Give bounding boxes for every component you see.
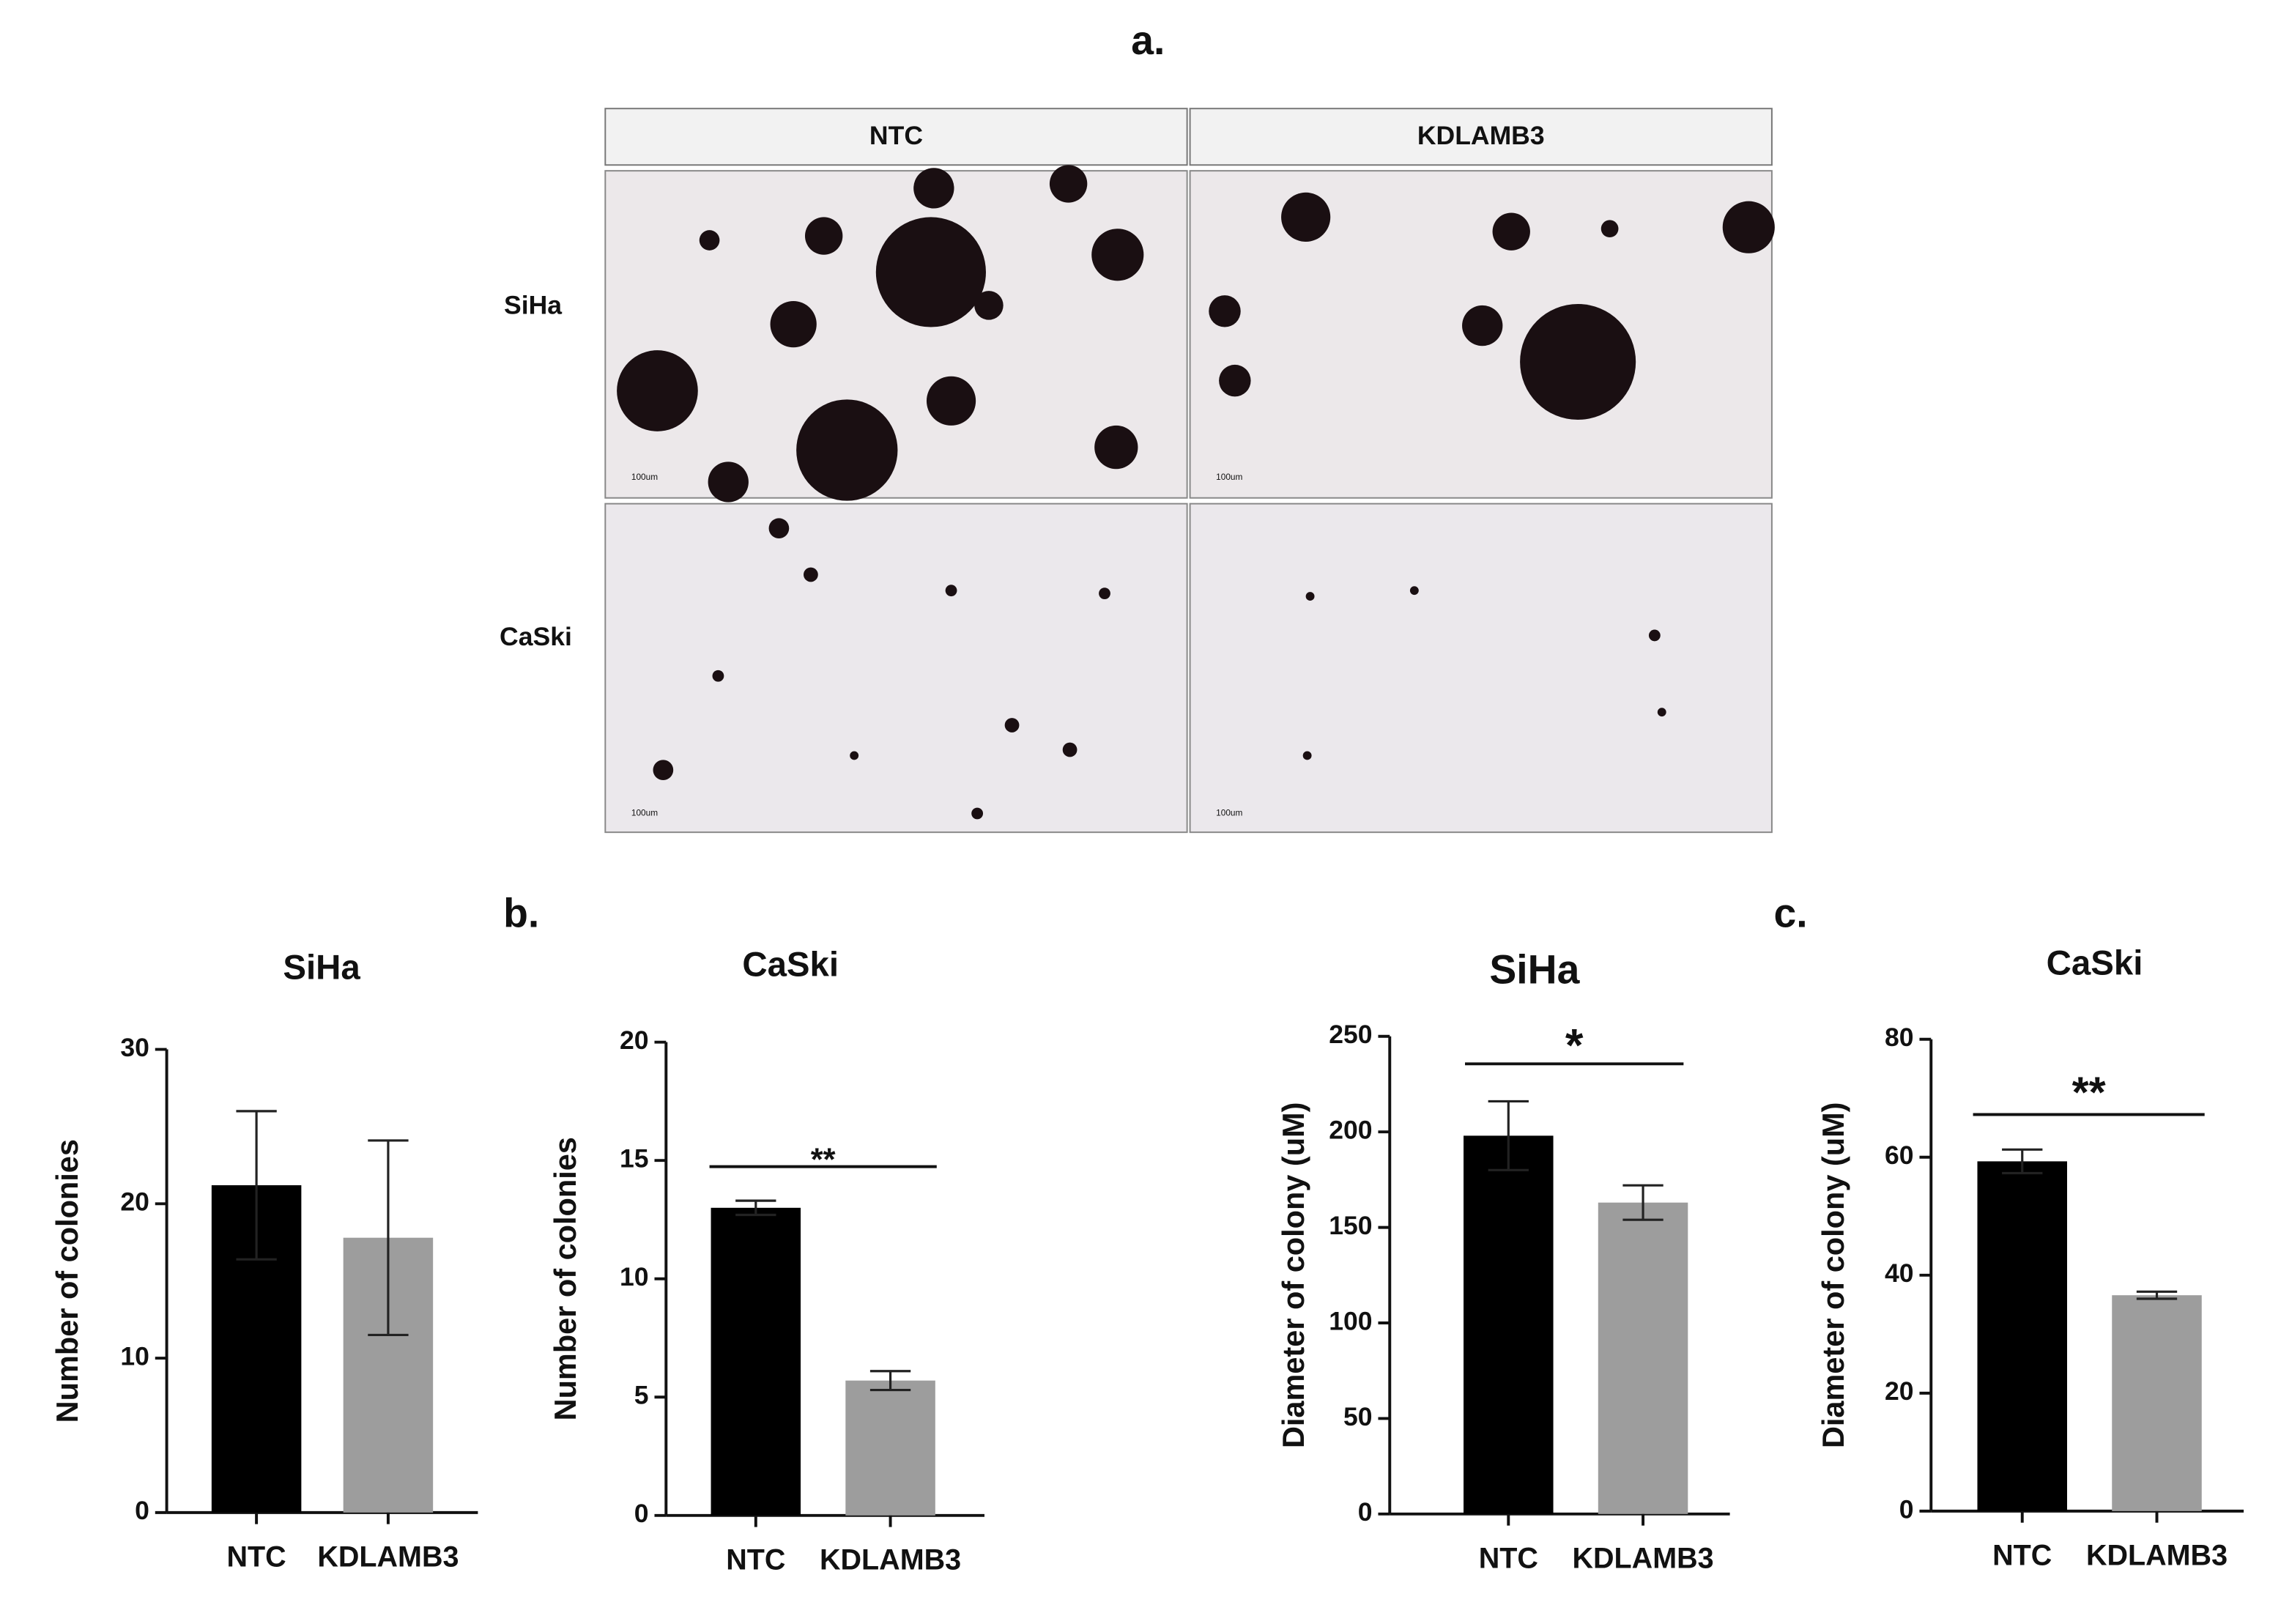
y-tick-label: 5 [634, 1381, 649, 1410]
micrograph [604, 165, 1188, 503]
bar [2112, 1295, 2202, 1511]
x-tick-label: NTC [726, 1543, 785, 1576]
y-axis-label: Number of colonies [548, 1137, 582, 1420]
y-tick-label: 0 [1358, 1497, 1373, 1527]
panel-label: b. [503, 890, 539, 935]
bar [1977, 1161, 2068, 1511]
micrograph [604, 503, 1188, 834]
y-tick-label: 50 [1343, 1402, 1373, 1431]
y-tick-label: 0 [634, 1499, 649, 1528]
y-tick-label: 20 [620, 1026, 649, 1055]
y-tick-label: 10 [620, 1262, 649, 1291]
micrograph [1189, 503, 1773, 834]
column-header-box [604, 108, 1188, 166]
y-axis-label: Number of colonies [50, 1139, 84, 1423]
chart-title: SiHa [283, 948, 360, 987]
y-tick-label: 20 [1885, 1376, 1914, 1406]
x-tick-label: KDLAMB3 [820, 1543, 961, 1576]
scale-bar-label: 100um [1216, 808, 1242, 818]
y-tick-label: 100 [1329, 1306, 1372, 1335]
x-tick-label: NTC [227, 1541, 286, 1573]
x-tick-label: KDLAMB3 [317, 1541, 459, 1573]
micrograph [1189, 170, 1775, 499]
column-header: NTC [869, 121, 923, 150]
bar [845, 1380, 935, 1516]
y-tick-label: 15 [620, 1144, 649, 1173]
y-tick-label: 10 [120, 1341, 149, 1371]
x-tick-label: NTC [1992, 1540, 2052, 1572]
scale-bar-label: 100um [631, 472, 658, 482]
significance-label: ** [2072, 1067, 2106, 1116]
column-header-box [1189, 108, 1773, 166]
bar [1464, 1135, 1554, 1514]
y-tick-label: 0 [1899, 1494, 1914, 1524]
panel-label: a. [1131, 18, 1165, 63]
x-tick-label: KDLAMB3 [2086, 1540, 2228, 1572]
chart-title: CaSki [2047, 943, 2143, 982]
bar [1598, 1202, 1688, 1514]
y-tick-label: 60 [1885, 1141, 1914, 1170]
y-tick-label: 30 [120, 1033, 149, 1062]
panel-label: c. [1774, 890, 1808, 935]
row-header: CaSki [500, 622, 572, 651]
y-tick-label: 250 [1329, 1020, 1372, 1049]
y-tick-label: 150 [1329, 1211, 1372, 1240]
significance-label: * [1565, 1020, 1584, 1071]
scale-bar-label: 100um [631, 808, 658, 818]
y-axis-label: Diameter of colony (uM) [1816, 1102, 1850, 1449]
chart-title: CaSki [742, 945, 839, 984]
chart-title: SiHa [1489, 946, 1580, 992]
y-axis-label: Diameter of colony (uM) [1276, 1102, 1310, 1449]
column-header: KDLAMB3 [1417, 121, 1545, 150]
y-tick-label: 40 [1885, 1258, 1914, 1288]
y-tick-label: 80 [1885, 1023, 1914, 1052]
y-tick-label: 20 [120, 1187, 149, 1217]
row-header: SiHa [504, 290, 562, 319]
bar [711, 1207, 801, 1516]
y-tick-label: 200 [1329, 1116, 1372, 1145]
scale-bar-label: 100um [1216, 472, 1242, 482]
x-tick-label: KDLAMB3 [1572, 1542, 1713, 1574]
x-tick-label: NTC [1479, 1542, 1538, 1574]
y-tick-label: 0 [135, 1496, 149, 1525]
significance-label: ** [811, 1142, 836, 1177]
